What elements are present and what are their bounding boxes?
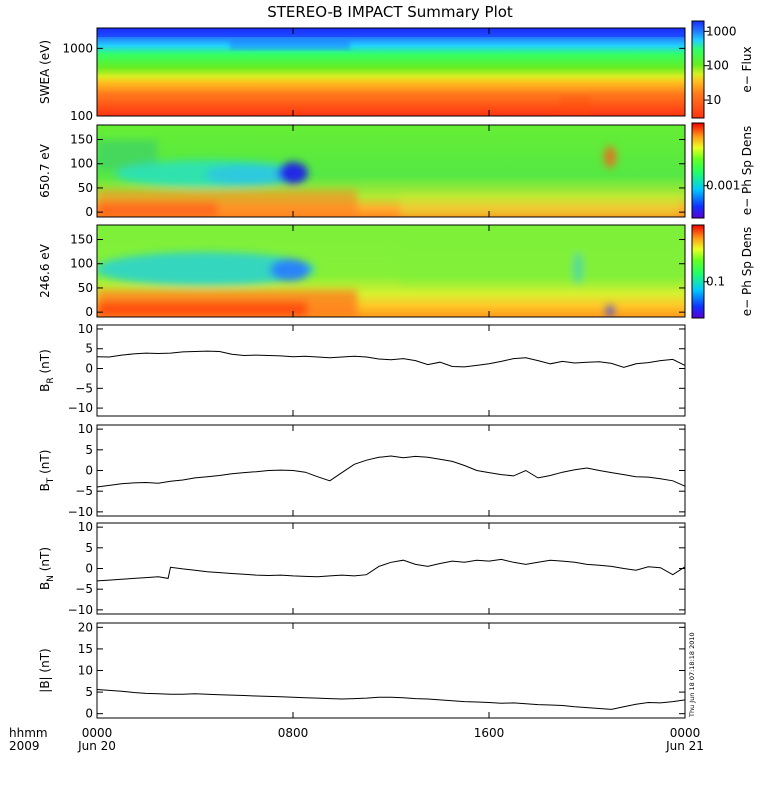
series-line: [96, 558, 686, 582]
series-line: [96, 350, 686, 368]
y-tick-label: 0: [85, 562, 93, 576]
y-tick-label: 0: [85, 205, 93, 219]
flux-colorbar: [691, 20, 705, 119]
y-tick-label: 20: [78, 620, 93, 634]
bmag-frame: [96, 622, 686, 719]
colorbar-label: e− Ph Sp Dens: [740, 227, 754, 316]
time-tick-label: 0000: [670, 726, 701, 740]
y-tick-label: −5: [75, 582, 93, 596]
date-tick-label: Jun 21: [665, 739, 704, 753]
y-tick-label: 150: [70, 133, 93, 147]
colorbar-tick-label: 0.001: [706, 179, 740, 193]
y-tick-label: 5: [85, 443, 93, 457]
y-tick-label: 50: [78, 281, 93, 295]
series-line: [96, 455, 686, 488]
colorbar-tick-label: 0.1: [706, 275, 725, 289]
colorbar-label: e− Flux: [740, 46, 754, 92]
y-tick-label: 0: [85, 305, 93, 319]
y-tick-label: 10: [78, 322, 93, 336]
y-axis-label: |B| (nT): [38, 648, 52, 692]
time-tick-label: 1600: [474, 726, 505, 740]
y-tick-label: −5: [75, 381, 93, 395]
bn-frame: [96, 522, 686, 615]
colorbar-tick-label: 100: [706, 59, 729, 73]
y-tick-label: −10: [68, 505, 93, 519]
time-tick-label: 0000: [82, 726, 113, 740]
y-tick-label: 100: [70, 157, 93, 171]
y-tick-label: 10: [78, 664, 93, 678]
y-tick-label: 0: [85, 464, 93, 478]
y-axis-label: BT (nT): [38, 450, 56, 492]
swea-spectrogram: [97, 28, 685, 116]
y-tick-label: 10: [78, 520, 93, 534]
series-layer: [96, 350, 686, 710]
pad-650-frame: [96, 124, 686, 218]
timestamp-note: Thu Jun 18 07:18:18 2010: [688, 632, 696, 718]
y-axis-label: SWEA (eV): [38, 40, 52, 104]
y-tick-label: 100: [70, 109, 93, 123]
y-axis-label: BR (nT): [38, 349, 56, 392]
pad-246-colorbar: [691, 224, 705, 319]
y-tick-label: −10: [68, 401, 93, 415]
y-tick-label: 0: [85, 707, 93, 721]
series-line: [96, 689, 686, 710]
pad-650-colorbar: [691, 122, 705, 219]
y-axis-label: 246.6 eV: [38, 243, 52, 298]
swea-frame: [96, 27, 686, 117]
colorbar-tick-label: 10: [706, 93, 721, 107]
y-tick-label: 5: [85, 342, 93, 356]
y-tick-label: 15: [78, 642, 93, 656]
time-row1-label: hhmm: [9, 726, 48, 740]
colorbar-tick-label: 1000: [706, 24, 737, 38]
y-axis-label: 650.7 eV: [38, 143, 52, 198]
axes-layer: [96, 28, 709, 718]
y-tick-label: 5: [85, 685, 93, 699]
y-tick-label: 50: [78, 181, 93, 195]
date-tick-label: Jun 20: [77, 739, 116, 753]
y-tick-label: 5: [85, 541, 93, 555]
colorbar-label: e− Ph Sp Dens: [740, 126, 754, 215]
pad-246-spectrogram: [97, 225, 685, 317]
time-tick-label: 0800: [278, 726, 309, 740]
y-axis-label: BN (nT): [38, 547, 56, 590]
y-tick-label: 150: [70, 233, 93, 247]
plot-title: STEREO-B IMPACT Summary Plot: [267, 3, 513, 21]
y-tick-label: 0: [85, 362, 93, 376]
pad-650-spectrogram: [97, 125, 685, 217]
br-frame: [96, 324, 686, 417]
y-tick-label: −5: [75, 484, 93, 498]
y-tick-label: 10: [78, 422, 93, 436]
pad-246-frame: [96, 224, 686, 318]
y-tick-label: 100: [70, 257, 93, 271]
time-row2-label: 2009: [9, 739, 40, 753]
y-tick-label: −10: [68, 603, 93, 617]
y-tick-label: 1000: [62, 41, 93, 55]
